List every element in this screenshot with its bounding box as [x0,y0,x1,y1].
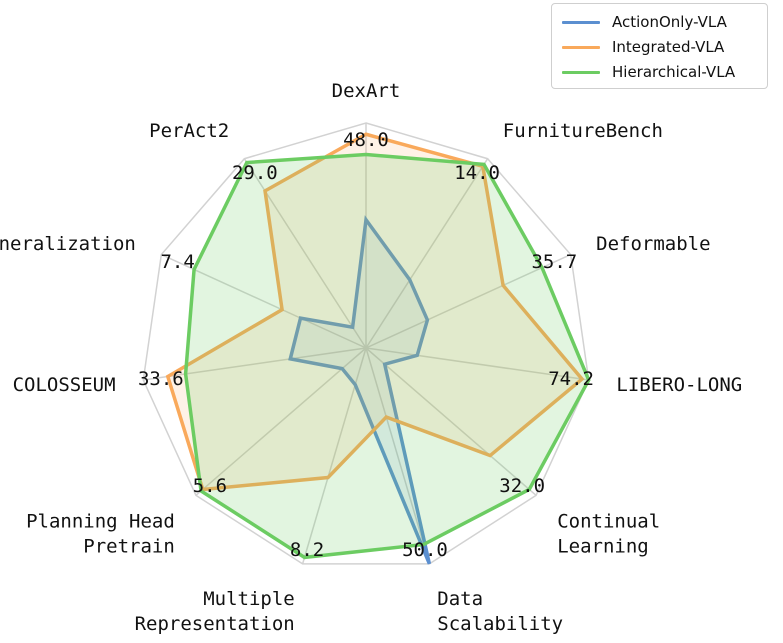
axis-max-label: 14.0 [454,162,500,184]
radar-labels: 48.0 14.0 35.7 74.2 32.0 50.0 8.2 5.6 33.6 7.4 29.… [0,80,742,635]
axis-max-label: 7.4 [160,251,194,273]
grid-spoke [143,347,367,381]
axis-label: Planning Head Pretrain [26,511,175,558]
legend-swatch-actiononly [562,20,600,24]
axis-label: FurnitureBench [503,120,663,142]
legend-item: Integrated-VLA [562,35,724,59]
axis-label: Generalization [0,233,136,255]
legend-item: Hierarchical-VLA [562,60,735,84]
axis-label: DexArt [332,80,401,102]
axis-max-label: 8.2 [290,539,324,561]
axis-label: LIBERO-LONG [616,374,742,396]
radar-series [165,132,591,565]
series-area [185,154,589,558]
grid-spoke [195,347,367,496]
series-line [165,132,585,492]
grid-spoke [365,253,571,349]
axis-label: Multiple Representation [135,588,295,635]
grid-spoke [365,158,489,349]
grid-spoke [365,347,537,496]
axis-label: COLOSSEUM [13,374,116,396]
axis-label: Continual Learning [557,511,660,558]
axis-label: Deformable [596,233,710,255]
radar-grid [142,122,590,565]
axis-max-label: 32.0 [499,475,545,497]
grid-spoke [365,347,589,381]
grid-spoke [365,347,431,565]
axis-max-label: 5.6 [193,475,227,497]
legend-swatch-hierarchical [562,70,600,74]
legend: ActionOnly-VLA Integrated-VLA Hierarchic… [551,3,768,89]
axis-label: Data Scalability [437,588,563,635]
axis-max-label: 48.0 [343,129,389,151]
grid-ring [142,122,590,565]
axis-label: PerAct2 [149,120,229,142]
series-line [288,215,432,565]
legend-label: Hierarchical-VLA [612,63,736,81]
axis-max-label: 74.2 [548,368,594,390]
axis-max-label: 33.6 [138,368,184,390]
axis-max-label: 35.7 [531,251,577,273]
series-line [183,152,591,560]
legend-swatch-integrated [562,45,600,49]
axis-max-label: 29.0 [232,162,278,184]
legend-label: Integrated-VLA [612,38,725,56]
legend-item: ActionOnly-VLA [562,10,727,34]
axis-max-label: 50.0 [402,539,448,561]
legend-label: ActionOnly-VLA [612,13,727,31]
